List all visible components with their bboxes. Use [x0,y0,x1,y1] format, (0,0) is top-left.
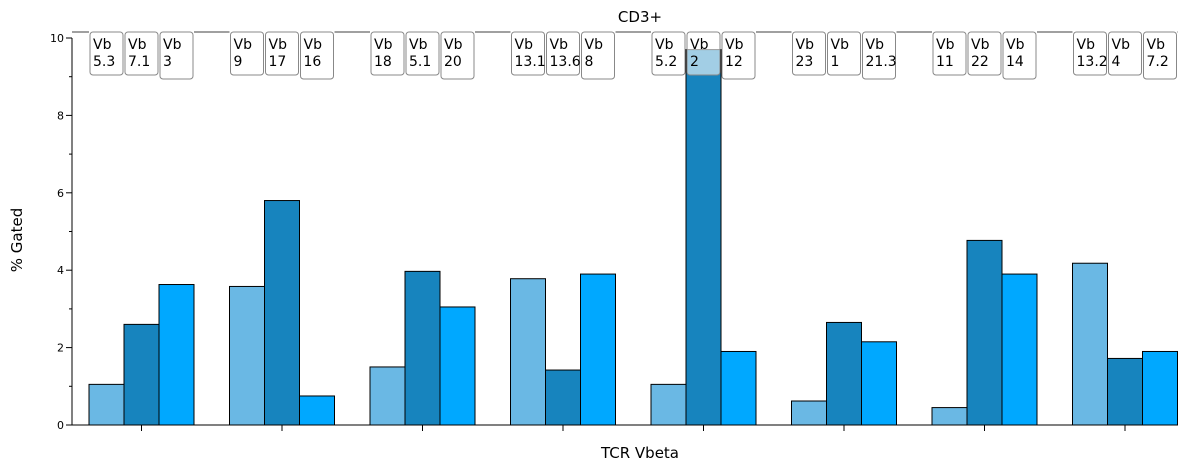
bar-label-name: 22 [971,54,989,70]
y-tick-label: 2 [57,342,64,355]
bar-label-prefix: Vb [128,37,147,53]
bar [827,322,862,425]
bar-label-name: 13.2 [1077,54,1108,70]
bar [1073,263,1108,425]
bar-label-prefix: Vb [409,37,428,53]
bar [265,201,300,425]
bar-label-name: 13.1 [515,54,546,70]
bar-label-prefix: Vb [269,37,288,53]
bar-label-name: 23 [796,54,814,70]
bar-label-prefix: Vb [163,37,182,53]
bar-label-name: 7.2 [1147,54,1169,70]
bar-label-name: 18 [374,54,392,70]
bar-label-prefix: Vb [93,37,112,53]
y-tick-label: 10 [50,32,64,45]
bar-label-name: 7.1 [128,54,150,70]
y-tick-label: 8 [57,109,64,122]
bar-label-prefix: Vb [936,37,955,53]
chart-title: CD3+ [618,8,662,26]
bar-label-name: 5.2 [655,54,677,70]
bar-label-name: 1 [831,54,840,70]
bar-label-name: 16 [304,54,322,70]
bar [686,50,721,425]
bar [511,279,546,425]
bar [1108,358,1143,425]
bar [721,351,756,425]
bar-label-prefix: Vb [1147,37,1166,53]
bar-label-name: 9 [234,54,243,70]
bar-label-prefix: Vb [1006,37,1025,53]
bar [89,384,124,425]
bar-label-name: 8 [585,54,594,70]
bar-label-name: 17 [269,54,287,70]
bar [300,396,335,425]
bar [1143,351,1178,425]
bar-label-prefix: Vb [866,37,885,53]
bar [1002,274,1037,425]
bar-label-prefix: Vb [796,37,815,53]
bar-label-name: 20 [444,54,462,70]
bar-label-name: 13.6 [550,54,581,70]
bar-label-prefix: Vb [304,37,323,53]
bar-label-prefix: Vb [444,37,463,53]
bar-label-prefix: Vb [234,37,253,53]
bar [405,271,440,425]
bar-label-prefix: Vb [690,37,709,53]
bar [440,307,475,425]
bar-label-name: 21.3 [866,54,897,70]
bar [967,240,1002,425]
bar-label-prefix: Vb [374,37,393,53]
bar [651,384,686,425]
bar [370,367,405,425]
bar [546,370,581,425]
x-axis-title: TCR Vbeta [600,444,679,462]
bar-label-prefix: Vb [831,37,850,53]
bar-label-prefix: Vb [655,37,674,53]
bar-label-name: 11 [936,54,954,70]
bar-label-prefix: Vb [1077,37,1096,53]
bar [862,342,897,425]
bar-label-name: 14 [1006,54,1024,70]
bar [159,285,194,425]
bar-label-prefix: Vb [515,37,534,53]
bar-label-name: 12 [725,54,743,70]
bar-label-prefix: Vb [725,37,744,53]
bar-label-prefix: Vb [1112,37,1131,53]
bar-label-name: 4 [1112,54,1121,70]
bar-label-name: 5.1 [409,54,431,70]
bar-label-prefix: Vb [971,37,990,53]
bar-label-name: 5.3 [93,54,115,70]
bar-label-name: 3 [163,54,172,70]
bar [230,286,265,425]
y-tick-label: 0 [57,419,64,432]
bar [124,324,159,425]
y-axis-title: % Gated [8,208,26,272]
bar-label-name: 2 [690,54,699,70]
y-tick-label: 4 [57,264,64,277]
bar-label-prefix: Vb [585,37,604,53]
bar [792,401,827,425]
bar-label-prefix: Vb [550,37,569,53]
bar [581,274,616,425]
y-tick-label: 6 [57,187,64,200]
bar [932,408,967,425]
